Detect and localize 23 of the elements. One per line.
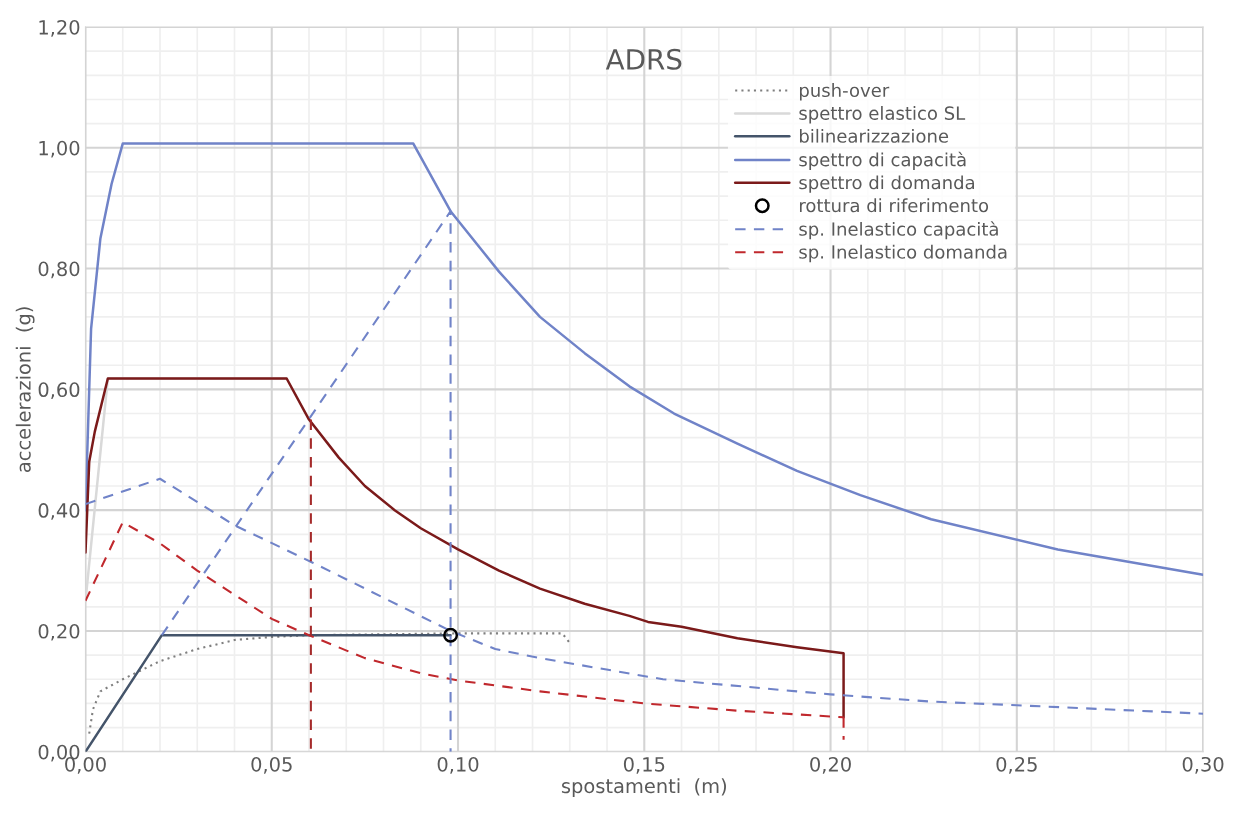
legend-label: push-over: [800, 83, 890, 101]
x-tick-label: 0,10: [437, 756, 479, 774]
y-axis-title: accelerazioni (g): [15, 307, 35, 473]
x-tick-label: 0,30: [1182, 756, 1224, 774]
y-tick-label: 0,80: [38, 261, 80, 279]
legend-label: spettro di capacità: [799, 151, 966, 170]
y-tick-label: 0,20: [38, 623, 80, 641]
x-tick-label: 0,20: [810, 756, 851, 774]
x-axis-title: spostamenti (m): [561, 778, 726, 798]
legend-label: sp. Inelastico domanda: [799, 244, 1007, 263]
legend-label: sp. Inelastico capacità: [799, 221, 998, 240]
legend-label: rottura di riferimento: [800, 198, 989, 213]
x-tick-label: 0,15: [623, 756, 665, 774]
y-tick-label: 0,60: [38, 382, 80, 400]
legend-label: bilinearizzazione: [800, 128, 949, 143]
x-tick-label: 0,25: [996, 756, 1037, 774]
y-tick-label: 0,40: [38, 503, 80, 520]
legend-label: spettro di domanda: [799, 175, 974, 193]
y-tick-label: 1,20: [39, 19, 80, 37]
y-tick-label: 1,00: [39, 140, 80, 158]
x-tick-label: 0,05: [251, 756, 292, 774]
text: ADRS: [605, 48, 682, 70]
legend-label: spettro elastico SL: [799, 106, 966, 124]
